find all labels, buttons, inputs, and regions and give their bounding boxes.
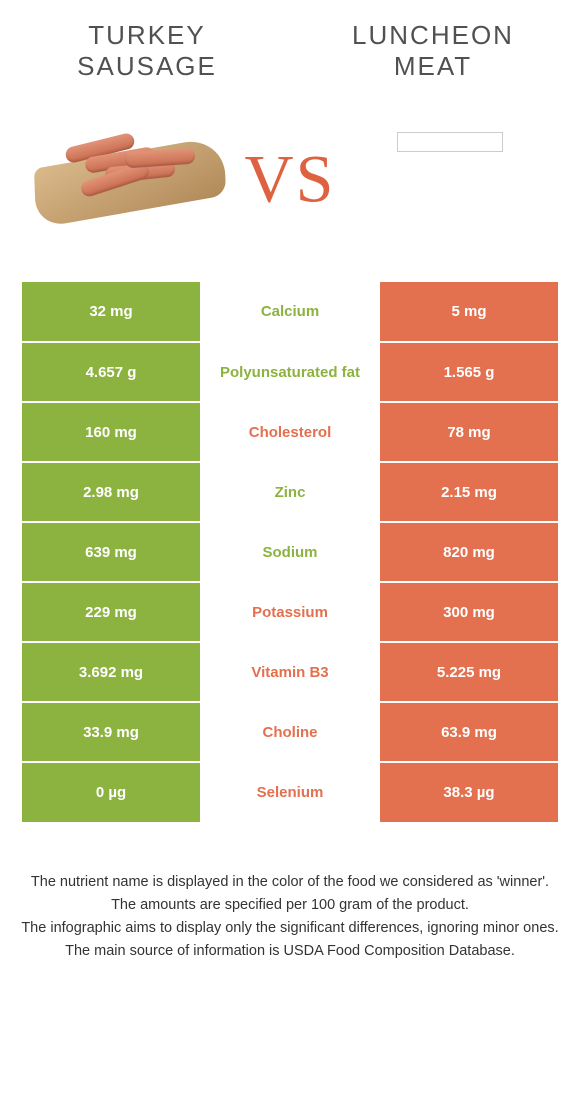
right-value: 78 mg: [380, 402, 558, 462]
table-row: 4.657 gPolyunsaturated fat1.565 g: [22, 342, 558, 402]
title-line: SAUSAGE: [77, 51, 217, 81]
comparison-table-body: 32 mgCalcium5 mg4.657 gPolyunsaturated f…: [22, 282, 558, 822]
right-food-image: [350, 102, 550, 242]
right-value: 1.565 g: [380, 342, 558, 402]
comparison-table: 32 mgCalcium5 mg4.657 gPolyunsaturated f…: [22, 282, 558, 822]
footnote-line: The nutrient name is displayed in the co…: [20, 872, 560, 893]
images-row: VS: [0, 92, 580, 282]
right-value: 2.15 mg: [380, 462, 558, 522]
left-food-header: TURKEY SAUSAGE: [30, 20, 264, 82]
image-placeholder-icon: [397, 132, 503, 152]
title-line: TURKEY: [88, 20, 205, 50]
left-value: 33.9 mg: [22, 702, 200, 762]
right-value: 820 mg: [380, 522, 558, 582]
table-row: 229 mgPotassium300 mg: [22, 582, 558, 642]
right-value: 5 mg: [380, 282, 558, 342]
footnotes: The nutrient name is displayed in the co…: [0, 822, 580, 962]
table-row: 33.9 mgCholine63.9 mg: [22, 702, 558, 762]
table-row: 32 mgCalcium5 mg: [22, 282, 558, 342]
nutrient-name: Sodium: [200, 522, 380, 582]
nutrient-name: Cholesterol: [200, 402, 380, 462]
table-row: 160 mgCholesterol78 mg: [22, 402, 558, 462]
nutrient-name: Choline: [200, 702, 380, 762]
footnote-line: The amounts are specified per 100 gram o…: [20, 895, 560, 916]
sausage-board-icon: [35, 122, 225, 222]
left-value: 4.657 g: [22, 342, 200, 402]
right-food-header: LUNCHEON MEAT: [316, 20, 550, 82]
footnote-line: The infographic aims to display only the…: [20, 918, 560, 939]
table-row: 0 µgSelenium38.3 µg: [22, 762, 558, 822]
footnote-line: The main source of information is USDA F…: [20, 941, 560, 962]
right-value: 300 mg: [380, 582, 558, 642]
right-value: 5.225 mg: [380, 642, 558, 702]
left-food-title: TURKEY SAUSAGE: [30, 20, 264, 82]
left-value: 160 mg: [22, 402, 200, 462]
nutrient-name: Calcium: [200, 282, 380, 342]
table-row: 3.692 mgVitamin B35.225 mg: [22, 642, 558, 702]
left-value: 0 µg: [22, 762, 200, 822]
left-food-image: [30, 102, 230, 242]
left-value: 2.98 mg: [22, 462, 200, 522]
right-food-title: LUNCHEON MEAT: [316, 20, 550, 82]
nutrient-name: Vitamin B3: [200, 642, 380, 702]
nutrient-name: Selenium: [200, 762, 380, 822]
table-row: 639 mgSodium820 mg: [22, 522, 558, 582]
left-value: 229 mg: [22, 582, 200, 642]
header: TURKEY SAUSAGE LUNCHEON MEAT: [0, 0, 580, 92]
table-row: 2.98 mgZinc2.15 mg: [22, 462, 558, 522]
title-line: MEAT: [394, 51, 472, 81]
left-value: 3.692 mg: [22, 642, 200, 702]
nutrient-name: Polyunsaturated fat: [200, 342, 380, 402]
nutrient-name: Zinc: [200, 462, 380, 522]
left-value: 639 mg: [22, 522, 200, 582]
nutrient-name: Potassium: [200, 582, 380, 642]
right-value: 38.3 µg: [380, 762, 558, 822]
right-value: 63.9 mg: [380, 702, 558, 762]
vs-label: VS: [245, 140, 336, 219]
left-value: 32 mg: [22, 282, 200, 342]
title-line: LUNCHEON: [352, 20, 514, 50]
